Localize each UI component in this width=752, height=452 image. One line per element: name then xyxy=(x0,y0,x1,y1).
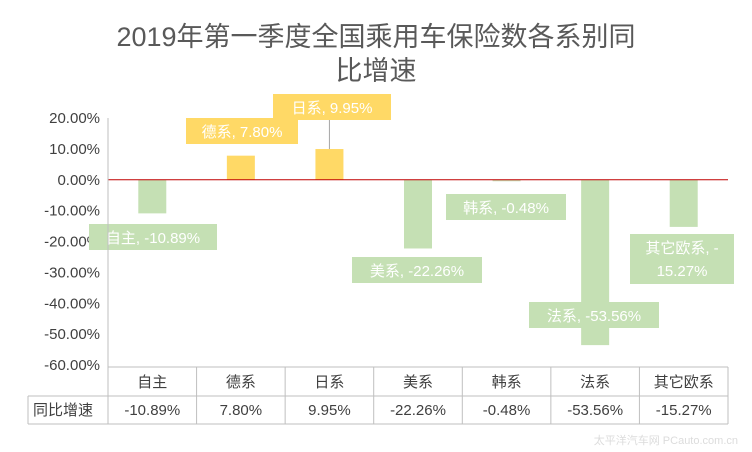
bar xyxy=(315,149,344,180)
watermark-text: 太平洋汽车网 PCauto.com.cn xyxy=(594,433,738,447)
table-value-cell: -53.56% xyxy=(567,402,623,419)
data-label: 美系, -22.26% xyxy=(370,263,464,280)
y-tick-label: 0.00% xyxy=(57,172,100,189)
data-label-box xyxy=(186,118,298,144)
bar xyxy=(669,179,698,227)
data-label: 自主, -10.89% xyxy=(106,230,200,247)
data-label: 其它欧系, - xyxy=(645,239,718,257)
data-label-box xyxy=(89,224,217,250)
x-category-label: 德系 xyxy=(226,373,256,391)
data-label-box xyxy=(529,302,659,328)
y-tick-label: 10.00% xyxy=(49,141,100,158)
y-tick-label: -30.00% xyxy=(44,264,100,281)
y-tick-label: -60.00% xyxy=(44,357,100,374)
table-value-cell: -22.26% xyxy=(390,402,446,419)
bar xyxy=(226,155,255,180)
table-value-cell: -15.27% xyxy=(656,402,712,419)
table-series-name: 同比增速 xyxy=(33,402,93,419)
x-category-label: 自主 xyxy=(137,374,167,391)
y-tick-label: -10.00% xyxy=(44,203,100,220)
data-label-box xyxy=(446,194,566,220)
y-tick-label: -40.00% xyxy=(44,295,100,312)
chart-title-line: 比增速 xyxy=(336,56,417,86)
x-category-label: 其它欧系 xyxy=(654,373,714,391)
data-label: 15.27% xyxy=(657,263,708,280)
x-category-label: 法系 xyxy=(580,374,610,391)
x-category-label: 日系 xyxy=(314,374,344,391)
table-value-cell: 7.80% xyxy=(220,402,263,419)
data-label-box xyxy=(273,94,391,120)
table-value-cell: -0.48% xyxy=(483,402,531,419)
data-label: 日系, 9.95% xyxy=(292,100,373,117)
data-label: 韩系, -0.48% xyxy=(463,200,549,217)
y-tick-label: -50.00% xyxy=(44,326,100,343)
data-label-box xyxy=(630,234,734,284)
bar xyxy=(404,179,432,249)
table-value-cell: -10.89% xyxy=(124,402,180,419)
x-category-label: 美系 xyxy=(403,374,433,391)
data-label-box xyxy=(352,257,482,283)
y-tick-label: -20.00% xyxy=(44,234,100,251)
bar xyxy=(138,179,167,214)
bar xyxy=(492,179,521,182)
x-category-label: 韩系 xyxy=(492,374,522,391)
data-label: 法系, -53.56% xyxy=(547,308,641,325)
table-value-cell: 9.95% xyxy=(308,402,351,419)
y-tick-label: 20.00% xyxy=(49,110,100,127)
chart-title-line: 2019年第一季度全国乘用车保险数各系别同 xyxy=(116,22,635,52)
data-label: 德系, 7.80% xyxy=(202,123,283,141)
